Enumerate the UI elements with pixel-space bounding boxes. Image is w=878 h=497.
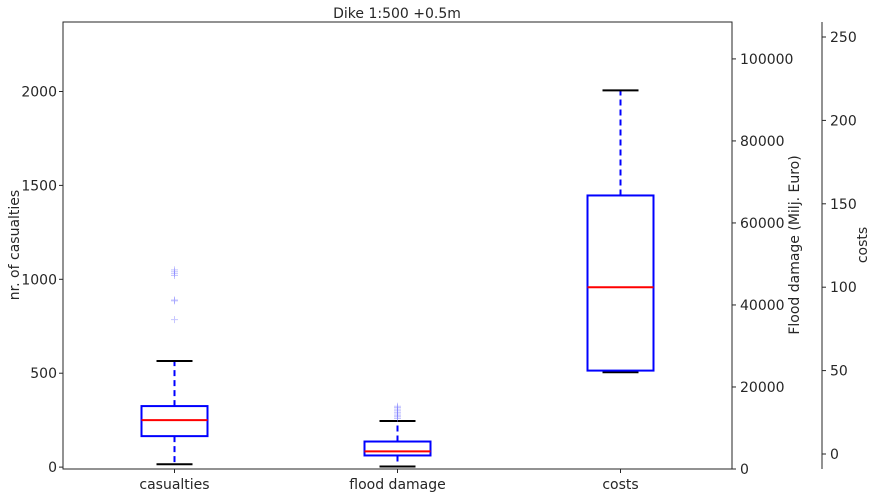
right-axis-tick-label: 20000: [740, 380, 785, 396]
left-axis-tick-label: 2000: [21, 84, 57, 100]
outlier-point: [171, 270, 178, 278]
x-axis-tick-label: flood damage: [349, 477, 445, 493]
outlier-point: [394, 402, 401, 410]
chart-title: Dike 1:500 +0.5m: [333, 6, 461, 22]
outlier-point: [171, 268, 178, 276]
far-right-axis-tick-label: 0: [830, 447, 839, 463]
left-axis-tick-label: 1500: [21, 178, 57, 194]
outlier-point: [171, 266, 178, 274]
right-axis-label: Flood damage (Milj. Euro): [787, 155, 803, 334]
outlier-point: [394, 413, 401, 421]
x-axis-tick-label: costs: [602, 477, 638, 493]
left-axis-tick-label: 500: [30, 366, 57, 382]
outlier-point: [394, 415, 401, 423]
outlier-point: [394, 410, 401, 418]
outlier-point: [394, 405, 401, 413]
left-axis-tick-label: 1000: [21, 272, 57, 288]
outlier-point: [394, 408, 401, 416]
left-axis-tick-label: 0: [48, 460, 57, 476]
far-right-axis-tick-label: 100: [830, 280, 857, 296]
far-right-axis-tick-label: 200: [830, 113, 857, 129]
chart-marks: 0500100015002000020000400006000080000100…: [21, 30, 856, 493]
x-axis-tick-label: casualties: [139, 477, 209, 493]
outlier-point: [394, 403, 401, 411]
far-right-axis-tick-label: 50: [830, 364, 848, 380]
box-3: [586, 194, 655, 372]
right-axis-tick-label: 80000: [740, 134, 785, 150]
outlier-point: [171, 297, 178, 305]
outlier-point: [171, 316, 178, 324]
outlier-point: [171, 272, 178, 280]
right-axis-tick-label: 0: [740, 462, 749, 478]
outlier-point: [394, 412, 401, 420]
far-right-axis-label: costs: [855, 227, 871, 263]
left-axis-label: nr. of casualties: [7, 190, 23, 300]
far-right-axis-tick-label: 150: [830, 197, 857, 213]
outlier-point: [171, 296, 178, 304]
right-axis-tick-label: 40000: [740, 298, 785, 314]
right-axis-tick-label: 100000: [740, 52, 793, 68]
box-2: [363, 440, 432, 457]
outlier-point: [394, 407, 401, 415]
plot-area: [62, 21, 733, 470]
far-right-axis-tick-label: 250: [830, 30, 857, 46]
right-axis-tick-label: 60000: [740, 216, 785, 232]
